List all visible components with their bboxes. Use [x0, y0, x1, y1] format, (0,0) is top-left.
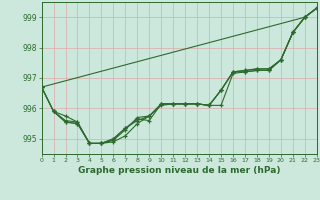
X-axis label: Graphe pression niveau de la mer (hPa): Graphe pression niveau de la mer (hPa) [78, 166, 280, 175]
